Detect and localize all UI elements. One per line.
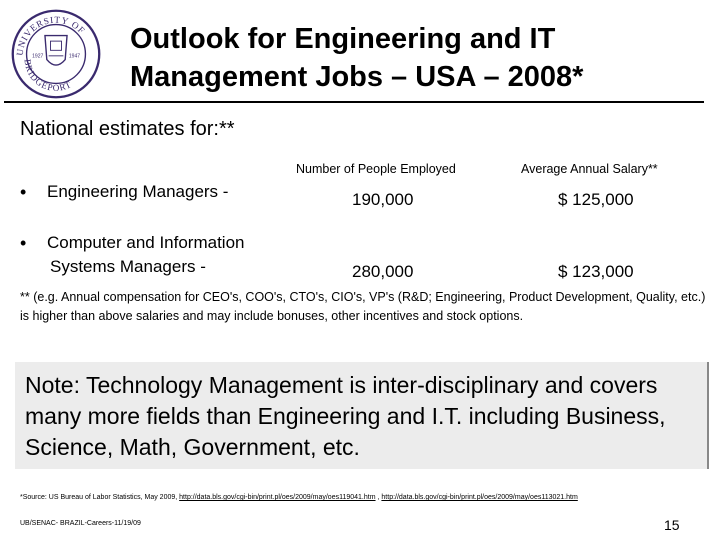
note-box	[15, 362, 709, 469]
compensation-footnote: ** (e.g. Annual compensation for CEO's, …	[20, 290, 706, 323]
seal-year-right: 1947	[69, 54, 80, 60]
source-link-1[interactable]: http://data.bls.gov/cgi-bin/print.pl/oes…	[179, 494, 376, 501]
subheading: National estimates for:**	[20, 118, 235, 140]
page-number: 15	[664, 517, 680, 533]
column-header-employed: Number of People Employed	[296, 162, 456, 176]
row-label-engineering-managers: Engineering Managers -	[47, 180, 228, 204]
cell-salary-engineering: $ 125,000	[558, 190, 634, 209]
source-citation: *Source: US Bureau of Labor Statistics, …	[20, 494, 578, 501]
cell-salary-computer-is: $ 123,000	[558, 262, 634, 281]
cell-employed-computer-is: 280,000	[352, 262, 414, 281]
slide-title: Outlook for Engineering and IT Managemen…	[130, 20, 700, 96]
row-label-line: Systems Managers -	[50, 257, 206, 276]
footer-label: UB/SENAC- BRAZIL-Careers-11/19/09	[20, 520, 141, 527]
seal-year-left: 1927	[32, 54, 43, 60]
source-separator: ,	[377, 494, 380, 501]
source-link-2[interactable]: http://data.bls.gov/cgi-bin/print.pl/oes…	[381, 494, 578, 501]
note-text: Note: Technology Management is inter-dis…	[25, 372, 666, 460]
title-line-1: Outlook for Engineering and IT	[130, 23, 556, 55]
university-seal-logo: UNIVERSITY OF BRIDGEPORT 1927 1947	[11, 9, 101, 99]
title-line-2: Management Jobs – USA – 2008*	[130, 61, 584, 93]
row-label-computer-is-managers: Computer and Information Systems Manager…	[47, 231, 245, 279]
row-label-line: Computer and Information	[47, 233, 245, 252]
bullet-marker: •	[20, 233, 27, 253]
cell-employed-engineering: 190,000	[352, 190, 414, 209]
column-header-salary: Average Annual Salary**	[521, 162, 658, 176]
bullet-marker: •	[20, 182, 27, 202]
source-prefix: *Source: US Bureau of Labor Statistics, …	[20, 494, 178, 501]
title-divider	[4, 101, 704, 103]
row-label-line: Engineering Managers -	[47, 182, 229, 201]
